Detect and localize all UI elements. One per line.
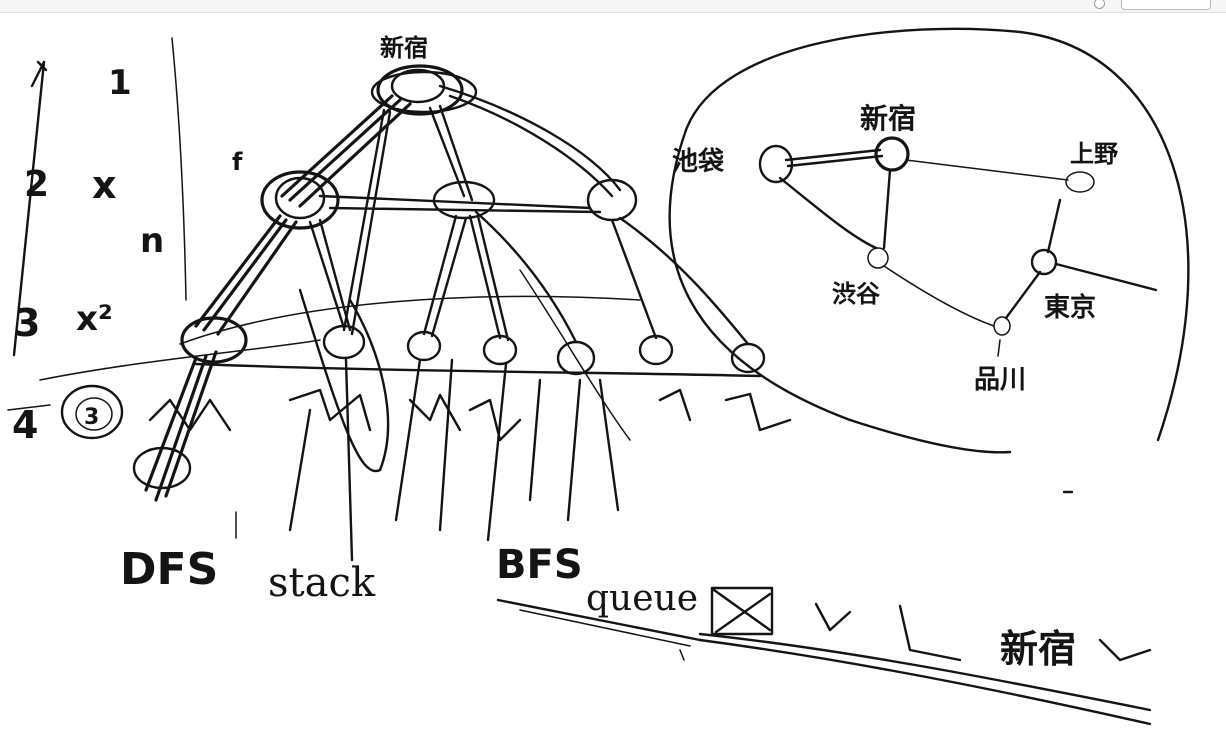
graph-node-shibuya [867,247,889,269]
right-graph-panel: 新宿 池袋 上野 渋谷 東京 品川 [668,27,1190,454]
stray-tick-2 [679,649,685,661]
graph-node-shinjuku [874,136,910,172]
tree-root-node [376,64,464,116]
level-number-2: 2 [24,164,49,205]
graph-node-shinagawa [993,316,1011,336]
tree-node-l3-6 [638,334,674,366]
bfs-label: BFS [496,542,583,588]
graph-label-shinagawa: 品川 [974,365,1026,395]
toolbar-dot-icon[interactable] [1094,0,1105,9]
queue-label: queue [586,578,698,619]
level-labels: 1 2 x n 3 x² 4 f [12,63,243,447]
tree-node-l2-1 [260,170,340,230]
app-top-bar [0,0,1226,13]
queue-item-label: 新宿 [1000,627,1076,671]
bottom-labels: DFS stack BFS queue [120,542,698,619]
queue-strokes: 新宿 [496,586,1152,726]
queue-cell-crossed [710,586,774,636]
search-tree: 新宿 3 [60,34,792,562]
level-number-3: 3 [14,301,40,345]
graph-label-ikebukuro: 池袋 [672,147,725,177]
graph-label-tokyo: 東京 [1044,292,1096,323]
graph-node-ikebukuro [758,144,794,184]
dfs-label: DFS [120,544,218,595]
level-var-1: 1 [108,63,132,103]
tree-node-l2-3 [586,178,638,222]
tree-node-l4-1 [60,384,124,440]
graph-node-tokyo [1030,248,1058,276]
toolbar-button[interactable] [1121,0,1211,10]
stack-label: stack [268,560,376,606]
tree-node-l4-label: 3 [84,405,99,430]
level-var-x: x [92,163,117,207]
tree-node-l3-4 [482,334,518,366]
graph-label-shibuya: 渋谷 [832,280,881,308]
tree-node-l2-2 [432,180,496,220]
tree-node-l3-3 [406,330,442,362]
graph-node-ueno [1065,171,1095,193]
level-number-4: 4 [12,403,38,447]
graph-label-ueno: 上野 [1070,140,1118,168]
label-f: f [232,148,243,176]
tree-root-label: 新宿 [380,34,428,62]
graph-label-shinjuku: 新宿 [860,102,916,135]
level-var-n: n [140,221,164,261]
level-var-x2: x² [76,299,113,339]
